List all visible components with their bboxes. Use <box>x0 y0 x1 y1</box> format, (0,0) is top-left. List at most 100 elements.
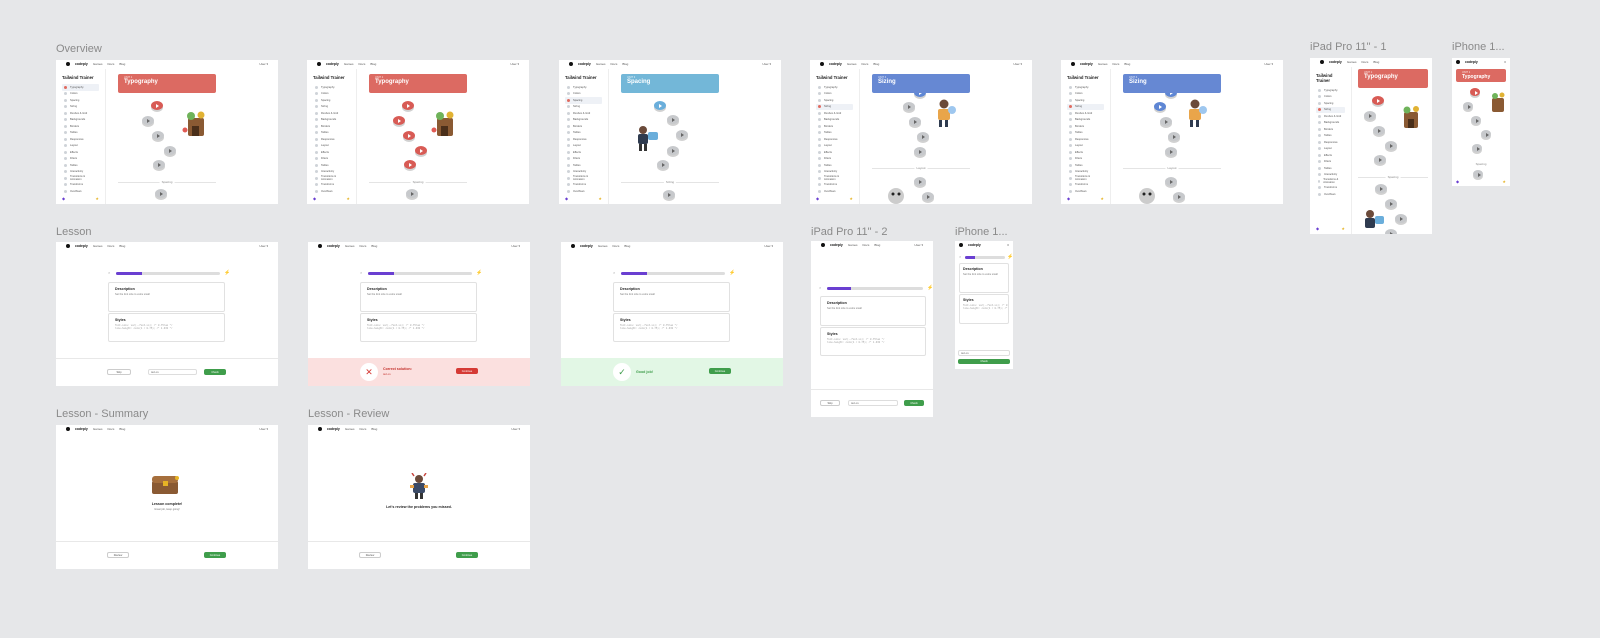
nav-link-docs[interactable]: Docs <box>107 244 115 248</box>
nav-link-games[interactable]: Games <box>92 62 103 66</box>
account-menu[interactable]: User ▾ <box>511 244 520 248</box>
lesson-node[interactable] <box>1385 199 1397 208</box>
brand-logo[interactable]: codeply <box>1329 60 1342 64</box>
lesson-node[interactable] <box>1472 144 1482 152</box>
sidebar-item[interactable]: Effects <box>816 149 853 156</box>
lesson-node[interactable] <box>1473 170 1483 178</box>
sidebar-item[interactable]: Effects <box>1316 152 1345 159</box>
continue-button[interactable]: Continue <box>456 368 478 374</box>
lesson-node[interactable] <box>415 146 427 155</box>
nav-link-games[interactable]: Games <box>92 244 103 248</box>
sidebar-item[interactable]: Typography <box>313 84 350 91</box>
nav-link-docs[interactable]: Docs <box>1361 60 1369 64</box>
nav-link-blog[interactable]: Blog <box>874 243 881 247</box>
nav-link-blog[interactable]: Blog <box>119 244 126 248</box>
account-menu[interactable]: User ▾ <box>1264 62 1273 66</box>
nav-link-games[interactable]: Games <box>595 62 606 66</box>
unit-banner[interactable]: UNIT 1 Typography <box>369 74 467 93</box>
lesson-node[interactable] <box>1385 229 1397 234</box>
lesson-node[interactable] <box>663 190 675 199</box>
sidebar-item[interactable]: Backgrounds <box>62 117 99 124</box>
sidebar-item[interactable]: Overflows <box>565 188 602 195</box>
sidebar-item[interactable]: Colors <box>565 91 602 98</box>
nav-link-blog[interactable]: Blog <box>1373 60 1380 64</box>
lesson-node[interactable] <box>914 177 926 186</box>
sidebar-item[interactable]: Transforms <box>1316 185 1345 192</box>
sidebar-item[interactable]: Flexbox & Grid <box>1316 113 1345 120</box>
sidebar-item[interactable]: Filters <box>313 156 350 163</box>
sidebar-item[interactable]: Tables <box>1316 165 1345 172</box>
nav-link-docs[interactable]: Docs <box>359 244 367 248</box>
lesson-node[interactable] <box>1364 111 1376 120</box>
sidebar-item[interactable]: Tables <box>62 130 99 137</box>
close-icon[interactable]: × <box>819 285 822 290</box>
nav-link-games[interactable]: Games <box>92 427 103 431</box>
sidebar-item[interactable]: Interactivity <box>62 169 99 176</box>
lesson-node[interactable] <box>1173 192 1185 201</box>
sidebar-item[interactable]: Responsive <box>565 136 602 143</box>
nav-link-docs[interactable]: Docs <box>612 244 620 248</box>
lesson-node[interactable] <box>164 146 176 155</box>
lesson-node[interactable] <box>1395 214 1407 223</box>
sidebar-item[interactable]: Spacing <box>313 97 350 104</box>
nav-link-docs[interactable]: Docs <box>861 62 869 66</box>
sidebar-item[interactable]: Filters <box>565 156 602 163</box>
sidebar-item[interactable]: Borders <box>313 123 350 130</box>
answer-input[interactable]: text-xs <box>848 400 898 406</box>
skip-button[interactable]: Skip <box>820 400 840 406</box>
lesson-node[interactable] <box>922 192 934 201</box>
lesson-node[interactable] <box>657 160 669 169</box>
answer-input[interactable]: text-xs <box>958 350 1010 356</box>
lesson-node[interactable] <box>1481 130 1491 138</box>
nav-link-docs[interactable]: Docs <box>107 62 115 66</box>
sidebar-item[interactable]: Layout <box>1316 146 1345 153</box>
review-button[interactable]: Review <box>107 552 129 558</box>
lesson-node[interactable] <box>1470 88 1480 96</box>
brand-logo[interactable]: codeply <box>1080 62 1093 66</box>
sidebar-item[interactable]: Tables <box>816 162 853 169</box>
sidebar-item[interactable]: Transitions & Animation <box>1316 178 1345 185</box>
sidebar-item[interactable]: Backgrounds <box>313 117 350 124</box>
sidebar-item[interactable]: Backgrounds <box>1316 120 1345 127</box>
sidebar-item[interactable]: Typography <box>565 84 602 91</box>
sidebar-item[interactable]: Borders <box>1067 123 1104 130</box>
nav-link-docs[interactable]: Docs <box>862 243 870 247</box>
sidebar-item[interactable]: Transforms <box>565 182 602 189</box>
sidebar-item[interactable]: Flexbox & Grid <box>1067 110 1104 117</box>
sidebar-item[interactable]: Effects <box>313 149 350 156</box>
sidebar-item[interactable]: Typography <box>62 84 99 91</box>
lesson-node[interactable] <box>151 101 163 110</box>
close-icon[interactable]: × <box>959 254 962 259</box>
nav-link-games[interactable]: Games <box>846 62 857 66</box>
sidebar-item[interactable]: Flexbox & Grid <box>62 110 99 117</box>
sidebar-item[interactable]: Filters <box>1316 159 1345 166</box>
sidebar-item[interactable]: Tables <box>1067 130 1104 137</box>
menu-icon[interactable]: ≡ <box>1007 243 1009 247</box>
sidebar-item[interactable]: Colors <box>313 91 350 98</box>
nav-link-blog[interactable]: Blog <box>624 244 631 248</box>
lesson-node[interactable] <box>1372 96 1384 105</box>
brand-logo[interactable]: codeply <box>75 244 88 248</box>
sidebar-item[interactable]: Tables <box>565 162 602 169</box>
sidebar-item[interactable]: Borders <box>62 123 99 130</box>
lesson-node[interactable] <box>654 101 666 110</box>
sidebar-item[interactable]: Sizing <box>816 103 853 110</box>
sidebar-item[interactable]: Flexbox & Grid <box>565 110 602 117</box>
sidebar-item[interactable]: Sizing <box>565 104 602 111</box>
sidebar-item[interactable]: Transitions & Animation <box>313 175 350 182</box>
lesson-node[interactable] <box>1160 117 1172 126</box>
account-menu[interactable]: User ▾ <box>259 62 268 66</box>
account-menu[interactable]: User ▾ <box>762 62 771 66</box>
sidebar-item[interactable]: Sizing <box>62 104 99 111</box>
sidebar-item[interactable]: Transitions & Animation <box>816 175 853 182</box>
lesson-node[interactable] <box>403 131 415 140</box>
nav-link-games[interactable]: Games <box>344 427 355 431</box>
check-button[interactable]: Check <box>958 359 1010 364</box>
nav-link-blog[interactable]: Blog <box>119 62 126 66</box>
check-button[interactable]: Check <box>204 369 226 375</box>
sidebar-item[interactable]: Effects <box>565 149 602 156</box>
brand-logo[interactable]: codeply <box>580 244 593 248</box>
sidebar-item[interactable]: Responsive <box>313 136 350 143</box>
unit-banner[interactable]: UNIT 1 Typography <box>1456 69 1506 82</box>
sidebar-item[interactable]: Backgrounds <box>565 117 602 124</box>
